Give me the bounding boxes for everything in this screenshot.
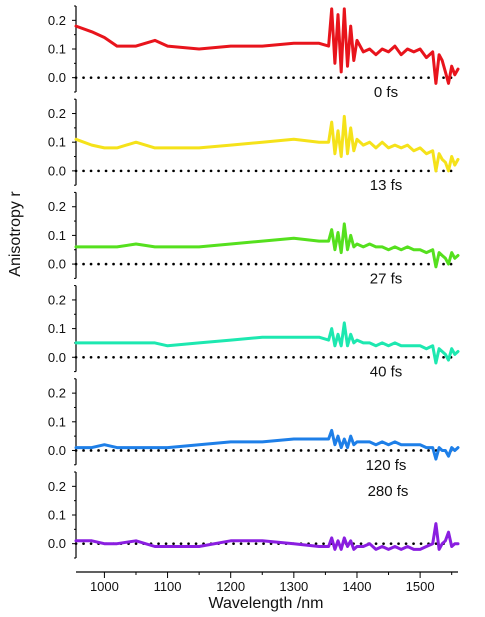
panel-delay-label: 40 fs [370,364,403,381]
panel-1: 0.0 0.1 0.2 0 fs [48,5,460,101]
panel-delay-label: 280 fs [368,483,409,500]
panel-6: 0.0 0.1 0.2 280 fs [48,471,460,559]
panel-5: 0.0 0.1 0.2 120 fs [48,378,460,474]
x-tick-label: 1200 [216,579,245,594]
panel-delay-label: 27 fs [370,270,403,287]
y-tick-label: 0.1 [48,508,66,523]
y-tick-label: 0.2 [48,199,66,214]
panel-2: 0.0 0.1 0.2 13 fs [48,98,460,194]
y-tick-label: 0.0 [48,257,66,272]
x-tick-label: 1000 [90,579,119,594]
y-tick-label: 0.2 [48,13,66,28]
series-line [74,522,460,551]
panel-3: 0.0 0.1 0.2 27 fs [48,191,460,287]
y-axis-title: Anisotropy r [7,191,24,277]
panel-4: 0.0 0.1 0.2 40 fs [48,285,460,381]
y-tick-label: 0.1 [48,135,66,150]
y-tick-label: 0.1 [48,321,66,336]
series-line [74,321,460,365]
y-tick-label: 0.2 [48,292,66,307]
y-tick-label: 0.0 [48,70,66,85]
panels-layer: 0.0 0.1 0.2 0 fs 0.0 0.1 0.2 13 fs 0.0 0.1 0.2 27 f… [48,5,460,559]
y-tick-label: 0.2 [48,386,66,401]
y-tick-label: 0.0 [48,443,66,458]
series-line [74,222,460,269]
x-axis: 1000 1100 1200 1300 1400 1500 [76,571,458,594]
x-tick-label: 1400 [343,579,372,594]
series-line [74,7,460,85]
y-tick-label: 0.2 [48,106,66,121]
x-tick-label: 1500 [406,579,435,594]
x-tick-label: 1300 [279,579,308,594]
panel-delay-label: 0 fs [374,84,398,101]
y-tick-label: 0.2 [48,479,66,494]
x-tick-label: 1100 [154,579,182,594]
x-axis-title: Wavelength /nm [208,595,323,612]
series-line [74,428,460,461]
y-tick-label: 0.0 [48,536,66,551]
y-tick-label: 0.0 [48,350,66,365]
series-line [74,114,460,173]
y-tick-label: 0.0 [48,163,66,178]
y-tick-label: 0.1 [48,414,66,429]
panel-delay-label: 120 fs [366,457,407,474]
panel-delay-label: 13 fs [370,177,403,194]
y-tick-label: 0.1 [48,42,66,57]
y-tick-label: 0.1 [48,228,66,243]
